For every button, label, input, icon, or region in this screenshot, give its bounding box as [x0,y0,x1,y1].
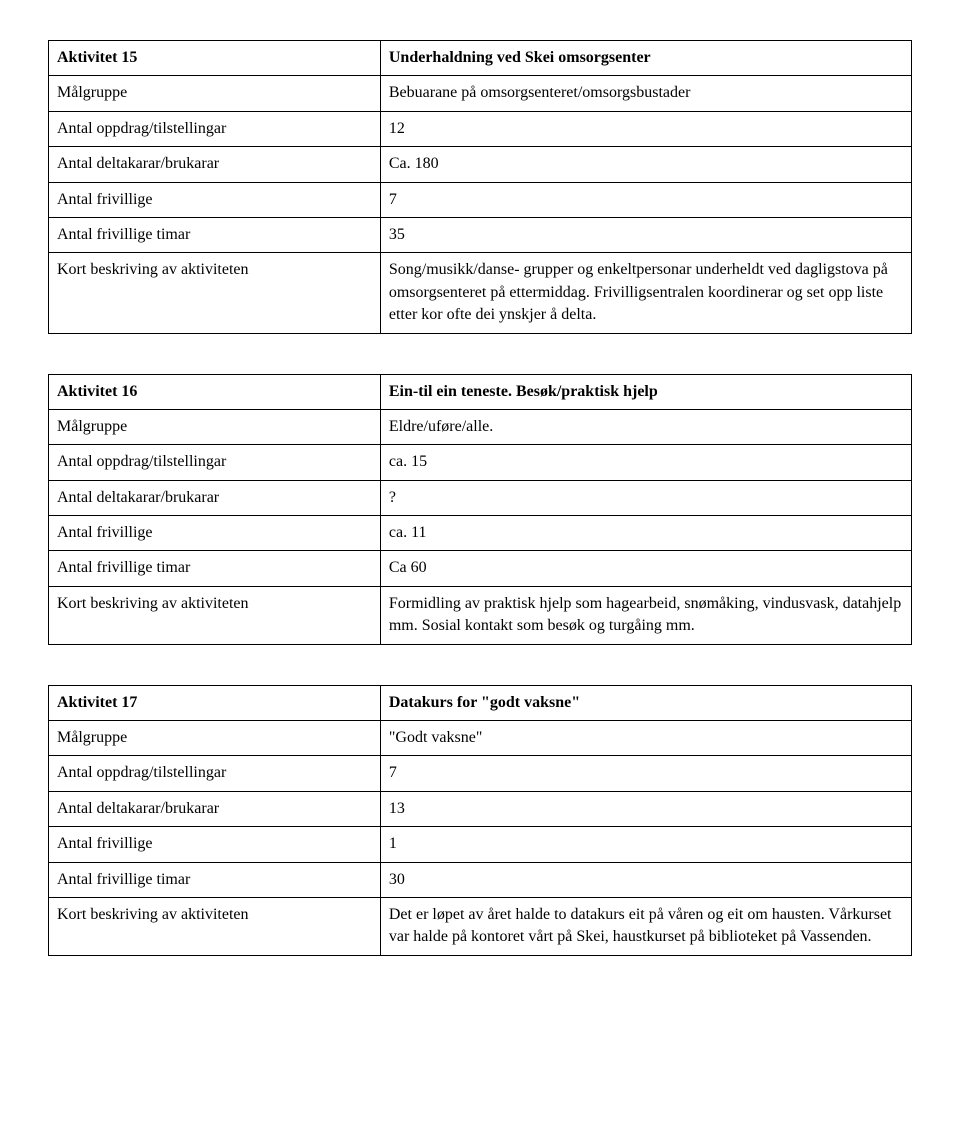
row-value: Song/musikk/danse- grupper og enkeltpers… [380,253,911,333]
table-row: Antal deltakarar/brukarar? [49,480,912,515]
row-value: Ca. 180 [380,147,911,182]
row-value: ca. 15 [380,445,911,480]
row-value: "Godt vaksne" [380,721,911,756]
activity-table: Aktivitet 15Underhaldning ved Skei omsor… [48,40,912,334]
row-value: 30 [380,862,911,897]
row-label: Aktivitet 15 [49,41,381,76]
row-label: Kort beskriving av aktiviteten [49,586,381,644]
row-value: 35 [380,217,911,252]
row-value: 7 [380,756,911,791]
table-row: Kort beskriving av aktivitetenDet er løp… [49,897,912,955]
tables-container: Aktivitet 15Underhaldning ved Skei omsor… [48,40,912,956]
table-row: Kort beskriving av aktivitetenSong/musik… [49,253,912,333]
row-value: Eldre/uføre/alle. [380,409,911,444]
row-label: Målgruppe [49,409,381,444]
row-label: Antal frivillige [49,516,381,551]
table-row: Antal frivillige timar35 [49,217,912,252]
row-label: Kort beskriving av aktiviteten [49,253,381,333]
row-label: Antal frivillige [49,827,381,862]
row-value: Bebuarane på omsorgsenteret/omsorgsbusta… [380,76,911,111]
table-row: Antal oppdrag/tilstellingarca. 15 [49,445,912,480]
row-value: Ca 60 [380,551,911,586]
table-row: Antal deltakarar/brukarar13 [49,791,912,826]
table-row: Aktivitet 15Underhaldning ved Skei omsor… [49,41,912,76]
row-label: Antal deltakarar/brukarar [49,791,381,826]
row-value: Ein-til ein teneste. Besøk/praktisk hjel… [380,374,911,409]
table-row: Antal frivillige timar30 [49,862,912,897]
row-label: Antal deltakarar/brukarar [49,147,381,182]
activity-table: Aktivitet 17Datakurs for "godt vaksne"Må… [48,685,912,956]
row-label: Antal oppdrag/tilstellingar [49,111,381,146]
row-value: ca. 11 [380,516,911,551]
row-value: Det er løpet av året halde to datakurs e… [380,897,911,955]
row-label: Målgruppe [49,76,381,111]
row-label: Antal oppdrag/tilstellingar [49,756,381,791]
table-row: Antal frivilligeca. 11 [49,516,912,551]
row-value: ? [380,480,911,515]
row-label: Antal deltakarar/brukarar [49,480,381,515]
row-value: 12 [380,111,911,146]
row-label: Antal frivillige timar [49,217,381,252]
row-value: 13 [380,791,911,826]
table-row: Antal oppdrag/tilstellingar12 [49,111,912,146]
table-row: MålgruppeBebuarane på omsorgsenteret/oms… [49,76,912,111]
row-value: 1 [380,827,911,862]
row-value: Underhaldning ved Skei omsorgsenter [380,41,911,76]
table-row: Antal frivillige timarCa 60 [49,551,912,586]
row-label: Antal oppdrag/tilstellingar [49,445,381,480]
row-label: Aktivitet 17 [49,685,381,720]
row-label: Antal frivillige timar [49,862,381,897]
table-row: Antal deltakarar/brukararCa. 180 [49,147,912,182]
table-row: Aktivitet 17Datakurs for "godt vaksne" [49,685,912,720]
row-label: Kort beskriving av aktiviteten [49,897,381,955]
row-value: 7 [380,182,911,217]
table-row: Antal frivillige1 [49,827,912,862]
table-row: Aktivitet 16Ein-til ein teneste. Besøk/p… [49,374,912,409]
row-label: Antal frivillige timar [49,551,381,586]
table-row: Kort beskriving av aktivitetenFormidling… [49,586,912,644]
row-label: Antal frivillige [49,182,381,217]
row-label: Målgruppe [49,721,381,756]
table-row: Antal oppdrag/tilstellingar7 [49,756,912,791]
table-row: Antal frivillige7 [49,182,912,217]
activity-table: Aktivitet 16Ein-til ein teneste. Besøk/p… [48,374,912,645]
table-row: MålgruppeEldre/uføre/alle. [49,409,912,444]
row-value: Formidling av praktisk hjelp som hagearb… [380,586,911,644]
row-value: Datakurs for "godt vaksne" [380,685,911,720]
row-label: Aktivitet 16 [49,374,381,409]
table-row: Målgruppe"Godt vaksne" [49,721,912,756]
